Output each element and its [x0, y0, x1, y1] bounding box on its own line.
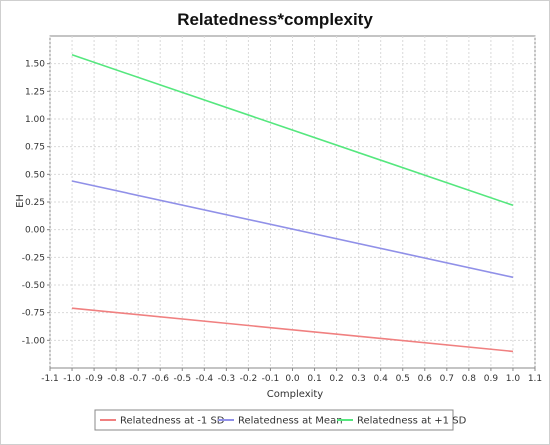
legend-label: Relatedness at -1 SD — [120, 416, 225, 427]
x-tick-label: -0.6 — [151, 374, 169, 384]
y-tick-label: 1.25 — [25, 87, 45, 97]
legend-label: Relatedness at +1 SD — [357, 416, 467, 427]
legend — [94, 409, 454, 431]
series-line-3 — [71, 54, 514, 207]
series-line-1 — [71, 307, 514, 353]
x-tick-label: 0.5 — [396, 374, 410, 384]
x-tick-label: 0.4 — [374, 374, 389, 384]
x-tick-label: -1.0 — [63, 374, 81, 384]
y-axis-ticks: -1.00 -0.75 -0.50 -0.25 0.00 0.25 0.50 0.75 1.00… — [22, 60, 50, 346]
y-tick-label: 1.50 — [25, 60, 45, 70]
grid — [49, 36, 536, 368]
y-tick-label: 0.00 — [25, 226, 45, 236]
x-tick-label: -1.1 — [41, 374, 59, 384]
x-tick-label: -0.3 — [218, 374, 236, 384]
y-tick-label: 0.25 — [25, 198, 45, 208]
x-tick-label: 0.8 — [462, 374, 477, 384]
x-tick-label: 0.7 — [440, 374, 454, 384]
x-tick-label: 1.0 — [506, 374, 521, 384]
y-tick-label: -1.00 — [22, 336, 46, 346]
y-tick-label: -0.50 — [22, 281, 46, 291]
x-tick-label: -0.1 — [262, 374, 280, 384]
y-tick-label: -0.75 — [22, 309, 45, 319]
x-axis-ticks: -1.1 -1.0 -0.9 -0.8 -0.7 -0.6 -0.5 -0.4 -0.3 -0.2… — [41, 368, 542, 384]
x-tick-label: 0.0 — [285, 374, 300, 384]
x-axis-label: Complexity — [267, 389, 324, 400]
x-tick-label: -0.8 — [107, 374, 125, 384]
x-tick-label: -0.5 — [173, 374, 191, 384]
x-tick-label: -0.7 — [129, 374, 147, 384]
y-tick-label: 1.00 — [25, 115, 45, 125]
x-tick-label: -0.9 — [85, 374, 103, 384]
x-tick-label: 0.1 — [307, 374, 321, 384]
y-tick-label: -0.25 — [22, 253, 45, 263]
legend-label: Relatedness at Mean — [238, 416, 343, 427]
x-tick-label: 1.1 — [528, 374, 542, 384]
x-tick-label: 0.2 — [329, 374, 343, 384]
y-axis-label: EH — [15, 194, 26, 208]
x-tick-label: 0.6 — [418, 374, 433, 384]
x-tick-label: 0.9 — [484, 374, 499, 384]
x-tick-label: -0.2 — [240, 374, 258, 384]
x-tick-label: -0.4 — [196, 374, 214, 384]
chart-title: Relatedness*complexity — [177, 10, 373, 29]
x-tick-label: 0.3 — [351, 374, 365, 384]
y-tick-label: 0.75 — [25, 143, 45, 153]
series-lines — [71, 54, 514, 353]
legend-items: Relatedness at -1 SD Relatedness at Mean R… — [100, 416, 467, 427]
series-line-2 — [71, 180, 514, 279]
y-tick-label: 0.50 — [25, 170, 45, 180]
